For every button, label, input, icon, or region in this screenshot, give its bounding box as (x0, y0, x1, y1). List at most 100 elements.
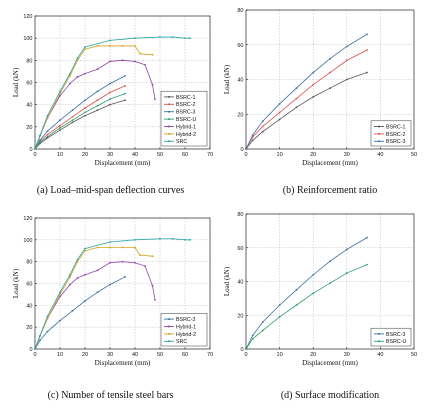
data-point (366, 71, 368, 74)
data-point (71, 119, 74, 122)
data-point (84, 114, 86, 117)
data-point (124, 84, 126, 87)
data-point (59, 94, 61, 97)
legend-label: Hybrid-1 (176, 324, 196, 330)
legend-label: BSRC-3 (176, 317, 195, 323)
data-point (345, 248, 348, 251)
legend-marker (168, 103, 170, 106)
y-tick-label: 20 (26, 325, 32, 331)
x-tick-label: 0 (33, 352, 36, 358)
y-tick-label: 80 (26, 260, 32, 266)
x-tick-label: 20 (310, 152, 316, 158)
data-point (154, 298, 156, 301)
y-tick-label: 60 (26, 282, 32, 288)
legend-marker (168, 95, 170, 98)
data-point (278, 316, 281, 318)
y-tick-label: 40 (26, 303, 32, 309)
data-point (134, 45, 136, 47)
data-point (59, 295, 61, 298)
data-point (345, 272, 348, 274)
data-point (295, 87, 298, 90)
data-point (59, 293, 61, 296)
x-tick-label: 10 (277, 152, 283, 158)
y-axis-label: Load (kN) (223, 64, 231, 94)
y-tick-label: 40 (26, 103, 32, 109)
data-point (329, 87, 331, 90)
legend-marker (168, 132, 170, 135)
legend-label: SRC (176, 139, 187, 145)
data-point (71, 309, 74, 312)
legend-marker (378, 125, 380, 128)
y-tick-label: 20 (26, 125, 32, 131)
data-point (34, 148, 36, 150)
data-point (39, 139, 41, 142)
data-point (345, 78, 348, 81)
data-point (109, 60, 111, 63)
x-tick-label: 20 (310, 352, 316, 358)
legend-label: BSRC-1 (176, 95, 195, 101)
y-tick-label: 20 (237, 313, 243, 319)
data-point (245, 348, 247, 350)
data-point (329, 282, 331, 285)
data-point (139, 52, 141, 55)
data-point (84, 249, 86, 252)
data-point (96, 109, 99, 112)
data-point (39, 141, 41, 144)
data-point (69, 276, 71, 278)
data-point (69, 283, 71, 286)
data-point (59, 127, 61, 129)
x-tick-label: 20 (82, 352, 88, 358)
data-point (261, 120, 264, 123)
x-tick-label: 50 (411, 352, 417, 358)
x-tick-label: 30 (107, 152, 113, 158)
data-point (59, 291, 61, 294)
data-point (84, 247, 86, 250)
data-point (295, 106, 298, 109)
legend-label: BSRC-2 (176, 102, 195, 108)
series-line (245, 264, 368, 350)
legend-marker (168, 340, 170, 343)
data-point (189, 37, 191, 40)
data-point (134, 60, 136, 63)
y-tick-label: 40 (237, 78, 243, 84)
data-point (46, 315, 49, 318)
data-point (139, 254, 141, 257)
x-tick-label: 0 (33, 152, 36, 158)
data-point (96, 291, 99, 294)
data-point (109, 91, 111, 94)
data-point (345, 45, 348, 48)
data-point (59, 319, 61, 322)
data-point (329, 260, 331, 263)
y-tick-label: 0 (29, 347, 32, 353)
data-point (151, 255, 154, 258)
y-tick-label: 80 (26, 58, 32, 64)
data-point (71, 121, 74, 124)
legend-label: Hybrid-2 (176, 132, 196, 138)
x-tick-label: 60 (182, 352, 188, 358)
x-tick-label: 0 (244, 352, 247, 358)
data-point (84, 300, 86, 302)
data-point (71, 115, 74, 118)
data-point (124, 99, 126, 102)
data-point (261, 329, 264, 332)
data-point (121, 59, 124, 62)
y-tick-label: 120 (23, 216, 32, 222)
legend-marker (168, 125, 170, 128)
data-point (121, 45, 124, 47)
legend-marker (168, 110, 170, 113)
x-axis-label: Displacement (mm) (302, 159, 358, 167)
x-tick-label: 30 (107, 352, 113, 358)
legend-marker (378, 332, 380, 335)
x-tick-label: 70 (207, 152, 213, 158)
data-point (134, 246, 136, 249)
data-point (121, 260, 124, 263)
data-point (171, 36, 174, 38)
data-point (69, 72, 71, 75)
data-point (46, 330, 49, 333)
y-tick-label: 60 (237, 246, 243, 252)
y-tick-label: 100 (23, 238, 32, 244)
legend-label: BSRC-2 (386, 132, 405, 138)
data-point (312, 83, 315, 86)
x-tick-label: 0 (244, 152, 247, 158)
data-point (96, 90, 99, 93)
